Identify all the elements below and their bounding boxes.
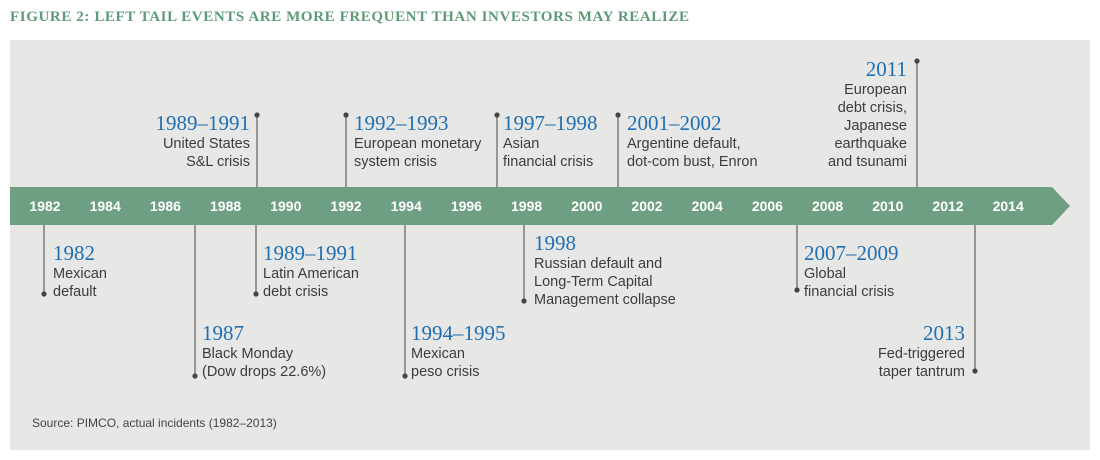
event-description: United States S&L crisis [162,136,250,170]
event-1998: 1998 Russian default and Long-Term Capit… [534,232,676,309]
event-1994-1995: 1994–1995 Mexican peso crisis [411,322,506,381]
event-year: 2011 [865,57,907,81]
event-year: 1989–1991 [263,241,358,265]
axis-year-label: 1992 [330,198,361,214]
source-note: Source: PIMCO, actual incidents (1982–20… [32,416,277,430]
event-description: Fed-triggered taper tantrum [877,346,965,380]
event-year: 1998 [534,231,576,255]
axis-year-label: 2010 [872,198,903,214]
event-1997-1998: 1997–1998 Asian financial crisis [503,112,598,171]
leader-dot [794,287,800,293]
event-year: 1987 [202,321,244,345]
event-year: 1989–1991 [155,111,251,135]
event-year: 1997–1998 [503,111,598,135]
event-2007-2009: 2007–2009 Global financial crisis [804,242,899,301]
axis-year-label: 1982 [29,198,60,214]
event-description: European debt crisis, Japanese earthquak… [828,82,907,170]
leader-dot [615,112,621,118]
leader-dot [914,58,920,64]
event-2013: 2013 Fed-triggered taper tantrum [878,322,965,381]
axis-year-label: 2000 [571,198,602,214]
leader-dot [343,112,349,118]
axis-year-label: 1994 [391,198,422,214]
axis-year-labels: 1982 1984 1986 1988 1990 1992 1994 1996 1998 2000… [29,198,1024,214]
event-description: Russian default and Long-Term Capital Ma… [534,256,676,308]
event-description: Global financial crisis [804,266,895,300]
axis-year-label: 2004 [692,198,723,214]
axis-year-label: 2014 [993,198,1024,214]
leader-dot [972,368,978,374]
leader-dot [494,112,500,118]
axis-year-label: 2006 [752,198,783,214]
figure-title: FIGURE 2: LEFT TAIL EVENTS ARE MORE FREQ… [10,9,690,25]
axis-year-label: 1996 [451,198,482,214]
leader-dot [192,373,198,379]
axis-year-label: 1984 [90,198,121,214]
event-description: Latin American debt crisis [263,266,359,300]
event-year: 1982 [53,241,95,265]
event-1992-1993: 1992–1993 European monetary system crisi… [354,112,481,171]
timeline-panel [10,40,1090,450]
event-description: Black Monday (Dow drops 22.6%) [202,346,327,380]
leader-dot [402,373,408,379]
event-year: 1994–1995 [411,321,506,345]
leader-dot [253,291,259,297]
event-description: Asian financial crisis [503,136,594,170]
axis-year-label: 2008 [812,198,843,214]
leader-lines [41,58,978,379]
event-description: Mexican default [53,266,107,300]
axis-year-label: 1990 [270,198,301,214]
event-year: 2001–2002 [627,111,722,135]
axis-year-label: 1998 [511,198,542,214]
axis-year-label: 1986 [150,198,181,214]
event-2001-2002: 2001–2002 Argentine default, dot-com bus… [627,112,758,171]
event-description: Mexican peso crisis [411,346,480,380]
event-year: 2007–2009 [804,241,899,265]
event-1989-1991-sl: 1989–1991 United States S&L crisis [156,112,251,171]
event-description: European monetary system crisis [354,136,482,170]
axis-year-label: 2012 [932,198,963,214]
leader-dot [41,291,47,297]
event-year: 1992–1993 [354,111,449,135]
axis-year-label: 1988 [210,198,241,214]
axis-year-label: 2002 [631,198,662,214]
timeline-arrow [10,187,1070,225]
leader-dot [254,112,260,118]
leader-dot [521,298,527,304]
event-2011: 2011 European debt crisis, Japanese eart… [828,58,907,171]
event-1982: 1982 Mexican default [53,242,107,301]
event-1987: 1987 Black Monday (Dow drops 22.6%) [202,322,326,381]
event-description: Argentine default, dot-com bust, Enron [627,136,758,170]
event-year: 2013 [923,321,965,345]
event-1989-1991-latam: 1989–1991 Latin American debt crisis [263,242,359,301]
